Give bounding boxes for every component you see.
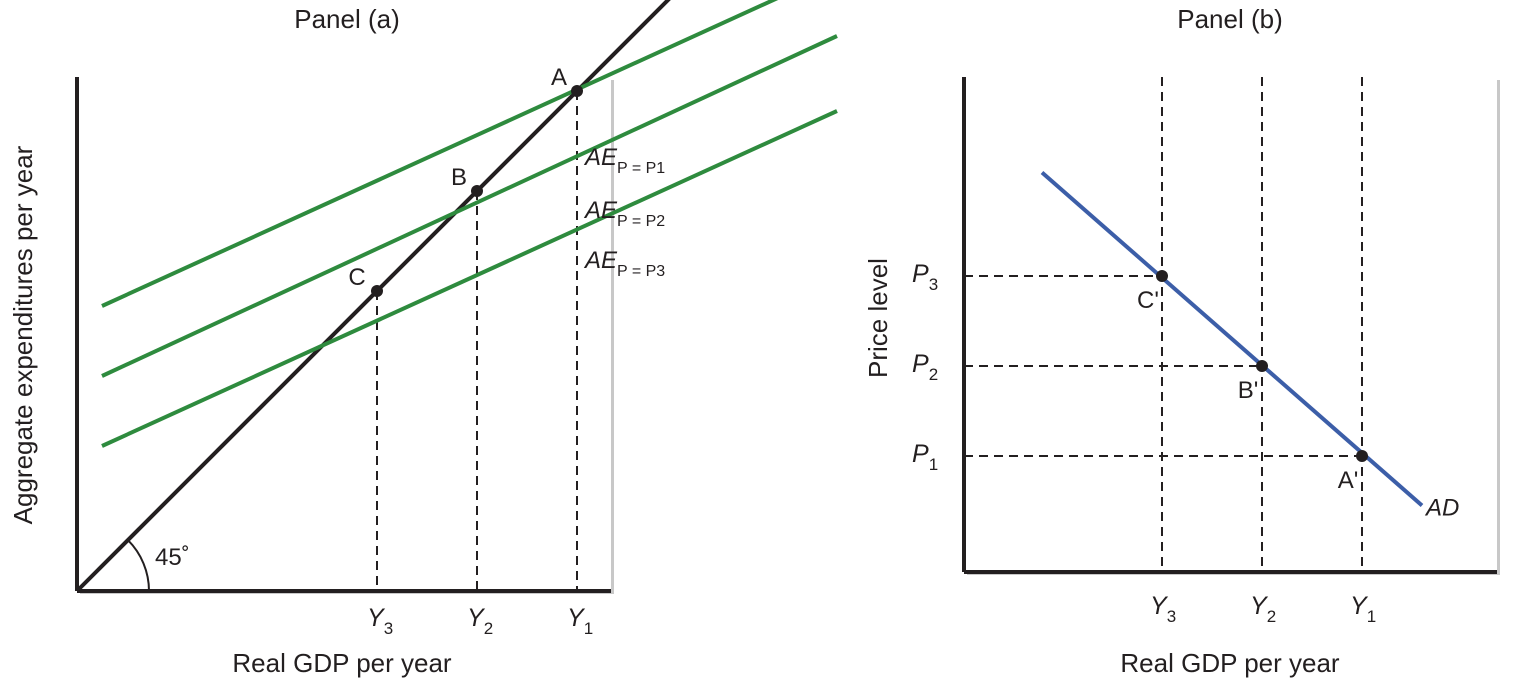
- panel-a-ae-label-3-sub: P = P3: [617, 263, 665, 280]
- panel-a-x-tick-1-sub: 1: [584, 619, 593, 638]
- panel-b-x-tick-2: Y2: [1250, 592, 1276, 626]
- panel-b-x-tick-1-main: Y: [1350, 592, 1369, 620]
- panel-b-y-tick-2-main: P: [912, 350, 929, 378]
- panel-a-45-degree-line: [75, 0, 671, 593]
- panel-b-x-tick-1: Y1: [1350, 592, 1376, 626]
- panel-a-ae-label-2-main: AE: [583, 197, 618, 224]
- panel-b-plot: [964, 77, 1424, 572]
- panel-b-y-tick-1-sub: 1: [929, 455, 938, 474]
- panel-a-point-c: [371, 285, 383, 297]
- panel-a: Panel (a) Aggregate expenditures per yea…: [8, 0, 838, 678]
- panel-a-ae-label-2: AEP = P2: [583, 197, 665, 230]
- panel-a-ae-line-3: [101, 109, 838, 448]
- panel-b-x-axis-title: Real GDP per year: [1120, 648, 1340, 678]
- panel-a-point-label-b: B: [451, 164, 467, 191]
- panel-a-angle-label: 45˚: [155, 544, 190, 571]
- panel-b: Panel (b) Price level Real GDP per year …: [863, 4, 1500, 678]
- panel-b-y-tick-3-sub: 3: [929, 275, 938, 294]
- panel-a-x-tick-2-sub: 2: [484, 619, 493, 638]
- panel-a-ae-label-1: AEP = P1: [583, 144, 665, 177]
- panel-a-x-tick-2-main: Y: [467, 604, 486, 632]
- panel-b-point-label-1: C': [1137, 287, 1159, 314]
- panel-a-x-tick-1: Y1: [567, 604, 593, 638]
- panel-a-x-tick-1-main: Y: [567, 604, 586, 632]
- panel-a-ae-label-1-sub: P = P1: [617, 160, 665, 177]
- panel-a-x-tick-3-sub: 3: [384, 619, 393, 638]
- panel-a-x-axis-title: Real GDP per year: [232, 648, 452, 678]
- panel-a-point-a: [571, 85, 583, 97]
- panel-a-ae-line-2: [101, 34, 838, 378]
- panel-b-point-label-3: A': [1338, 467, 1359, 494]
- panel-b-y-tick-3-main: P: [912, 260, 929, 288]
- panel-b-y-tick-1-main: P: [912, 440, 929, 468]
- panel-b-y-tick-2: P2: [912, 350, 938, 384]
- panel-a-ae-label-1-main: AE: [583, 144, 618, 171]
- panel-a-point-label-c: C: [348, 264, 365, 291]
- panel-a-plot: [75, 0, 838, 593]
- panel-b-point-1: [1156, 270, 1168, 282]
- panel-b-point-3: [1356, 450, 1368, 462]
- panel-a-x-tick-3: Y3: [367, 604, 393, 638]
- panel-b-x-tick-3-main: Y: [1150, 592, 1169, 620]
- panel-b-x-tick-3-sub: 3: [1167, 607, 1176, 626]
- panel-b-x-tick-1-sub: 1: [1367, 607, 1376, 626]
- panel-b-x-tick-2-main: Y: [1250, 592, 1269, 620]
- panel-b-point-2: [1256, 360, 1268, 372]
- panel-a-ae-label-3: AEP = P3: [583, 247, 665, 280]
- panel-a-x-tick-3-main: Y: [367, 604, 386, 632]
- panel-b-ad-curve: [1040, 170, 1424, 508]
- panel-a-point-b: [471, 185, 483, 197]
- panel-a-x-tick-2: Y2: [467, 604, 493, 638]
- panel-b-y-tick-2-sub: 2: [929, 365, 938, 384]
- panel-b-y-tick-3: P3: [912, 260, 938, 294]
- panel-b-frame: [962, 77, 1500, 575]
- panel-b-background: [964, 77, 1497, 572]
- panel-a-y-axis-title: Aggregate expenditures per year: [8, 145, 38, 524]
- panel-b-ad-label: AD: [1424, 495, 1459, 522]
- panel-a-ae-label-2-sub: P = P2: [617, 213, 665, 230]
- panel-a-title: Panel (a): [294, 4, 400, 34]
- panel-a-ae-line-1: [101, 0, 779, 308]
- panel-b-title: Panel (b): [1177, 4, 1283, 34]
- panel-a-ae-label-3-main: AE: [583, 247, 618, 274]
- panel-a-point-label-a: A: [551, 64, 567, 91]
- panel-b-x-tick-3: Y3: [1150, 592, 1176, 626]
- panel-b-point-label-2: B': [1238, 377, 1259, 404]
- panel-b-y-axis-title: Price level: [863, 258, 893, 378]
- panel-a-angle-arc: [127, 539, 150, 592]
- panel-b-x-tick-2-sub: 2: [1267, 607, 1276, 626]
- panel-b-y-tick-1: P1: [912, 440, 938, 474]
